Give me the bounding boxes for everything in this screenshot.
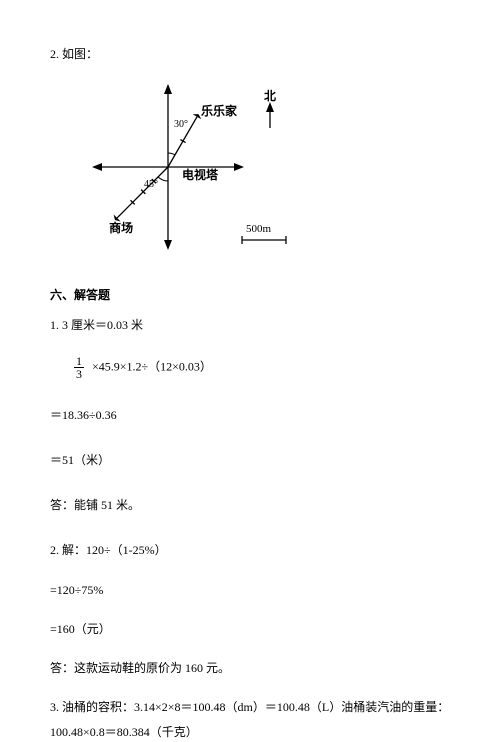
p1-answer: 答：能铺 51 米。 <box>50 496 450 515</box>
p2-line1: 2. 解：120÷（1-25%） <box>50 541 450 560</box>
svg-text:30°: 30° <box>174 119 188 130</box>
svg-text:乐乐家: 乐乐家 <box>201 103 238 118</box>
p3-line2: 100.48×0.8＝80.384（千克） <box>50 723 450 742</box>
q2-label: 2. 如图： <box>50 45 450 64</box>
p1-line1: 1. 3 厘米＝0.03 米 <box>50 316 450 335</box>
p2-step3: =160（元） <box>50 620 450 639</box>
svg-text:500m: 500m <box>246 223 272 235</box>
frac-den: 3 <box>74 367 84 380</box>
p1-step3: ＝51（米） <box>50 451 450 470</box>
svg-text:45°: 45° <box>144 179 158 190</box>
section6-title: 六、解答题 <box>50 286 450 305</box>
svg-text:商场: 商场 <box>109 220 133 235</box>
frac-num: 1 <box>74 355 84 367</box>
p2-step2: =120÷75% <box>50 581 450 600</box>
p1-expression: 1 3 ×45.9×1.2÷（12×0.03） <box>50 355 450 380</box>
fraction: 1 3 <box>74 355 84 380</box>
p2-answer: 答：这款运动鞋的原价为 160 元。 <box>50 659 450 678</box>
p1-step2: ＝18.36÷0.36 <box>50 406 450 425</box>
coordinate-diagram: 30° 45° 乐乐家电视塔商场 北 500m <box>80 72 450 268</box>
svg-text:电视塔: 电视塔 <box>182 167 219 182</box>
expr-rest: ×45.9×1.2÷（12×0.03） <box>92 359 212 373</box>
svg-text:北: 北 <box>264 88 276 103</box>
